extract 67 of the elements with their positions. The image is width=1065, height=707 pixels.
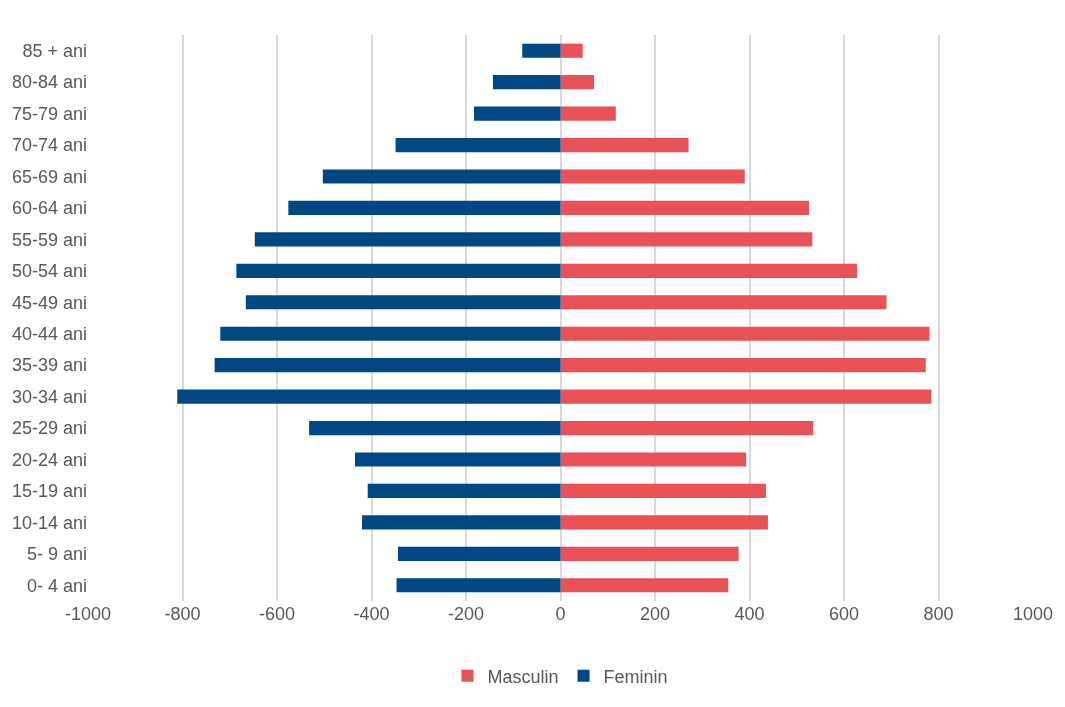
bar bbox=[322, 169, 561, 184]
bar bbox=[560, 420, 814, 436]
y-tick-label: 0- 4 ani bbox=[26, 575, 87, 596]
x-tick-label: -800 bbox=[164, 604, 201, 624]
y-tick-label: 45-49 ani bbox=[11, 292, 87, 313]
y-tick-label: 60-64 ani bbox=[11, 198, 87, 219]
bar bbox=[560, 546, 739, 561]
y-tick-label: 80-84 ani bbox=[11, 72, 87, 93]
bar bbox=[396, 578, 561, 593]
bar bbox=[560, 326, 930, 341]
bar bbox=[560, 137, 689, 153]
bar bbox=[560, 515, 768, 530]
bar bbox=[560, 232, 813, 247]
y-tick-label: 20-24 ani bbox=[11, 449, 87, 470]
bar bbox=[177, 389, 561, 404]
y-tick-label: 15-19 ani bbox=[11, 481, 87, 502]
bar bbox=[354, 452, 561, 467]
bar bbox=[560, 43, 583, 58]
bar bbox=[522, 43, 561, 58]
bar bbox=[560, 358, 926, 373]
bar bbox=[560, 452, 747, 467]
bar bbox=[236, 263, 561, 278]
y-tick-label: 85 + ani bbox=[22, 41, 87, 62]
y-tick-label: 75-79 ani bbox=[11, 103, 87, 124]
y-tick-label: 50-54 ani bbox=[11, 261, 87, 282]
x-tick-label: 1000 bbox=[1012, 604, 1054, 624]
x-tick-label: 800 bbox=[923, 604, 954, 624]
x-tick-label: 600 bbox=[828, 604, 860, 624]
legend-label: Masculin bbox=[487, 666, 559, 687]
bar bbox=[560, 263, 858, 278]
bar bbox=[474, 106, 561, 121]
x-tick-label: 400 bbox=[734, 604, 765, 624]
x-tick-label: -200 bbox=[447, 604, 485, 624]
bar bbox=[560, 75, 595, 90]
bar bbox=[367, 483, 561, 499]
y-tick-label: 70-74 ani bbox=[11, 135, 87, 156]
bar bbox=[220, 326, 561, 341]
bar bbox=[397, 546, 561, 561]
x-tick-label: 0 bbox=[555, 604, 566, 624]
y-tick-label: 5- 9 ani bbox=[26, 544, 87, 565]
bar bbox=[309, 420, 561, 436]
bar bbox=[288, 200, 561, 216]
bar bbox=[560, 389, 932, 404]
bar bbox=[560, 106, 616, 121]
y-tick-label: 25-29 ani bbox=[11, 418, 87, 439]
y-tick-label: 55-59 ani bbox=[11, 229, 87, 250]
bar bbox=[395, 137, 561, 153]
x-tick-label: -400 bbox=[353, 604, 390, 624]
y-tick-label: 10-14 ani bbox=[11, 512, 87, 533]
bar bbox=[362, 515, 561, 530]
bar bbox=[245, 295, 561, 310]
bar bbox=[560, 578, 729, 593]
bar bbox=[254, 232, 561, 247]
bar bbox=[560, 295, 887, 310]
bar bbox=[492, 75, 561, 90]
bar bbox=[560, 169, 745, 184]
legend-label: Feminin bbox=[603, 666, 668, 687]
y-tick-label: 40-44 ani bbox=[11, 324, 87, 345]
x-tick-label: -600 bbox=[258, 604, 296, 624]
bar bbox=[560, 200, 810, 216]
y-tick-label: 30-34 ani bbox=[11, 386, 87, 407]
x-tick-label: -1000 bbox=[64, 604, 112, 624]
y-tick-label: 65-69 ani bbox=[11, 166, 87, 187]
bar bbox=[214, 358, 561, 373]
y-tick-label: 35-39 ani bbox=[11, 355, 87, 376]
bar bbox=[560, 483, 767, 499]
x-tick-label: 200 bbox=[639, 604, 671, 624]
